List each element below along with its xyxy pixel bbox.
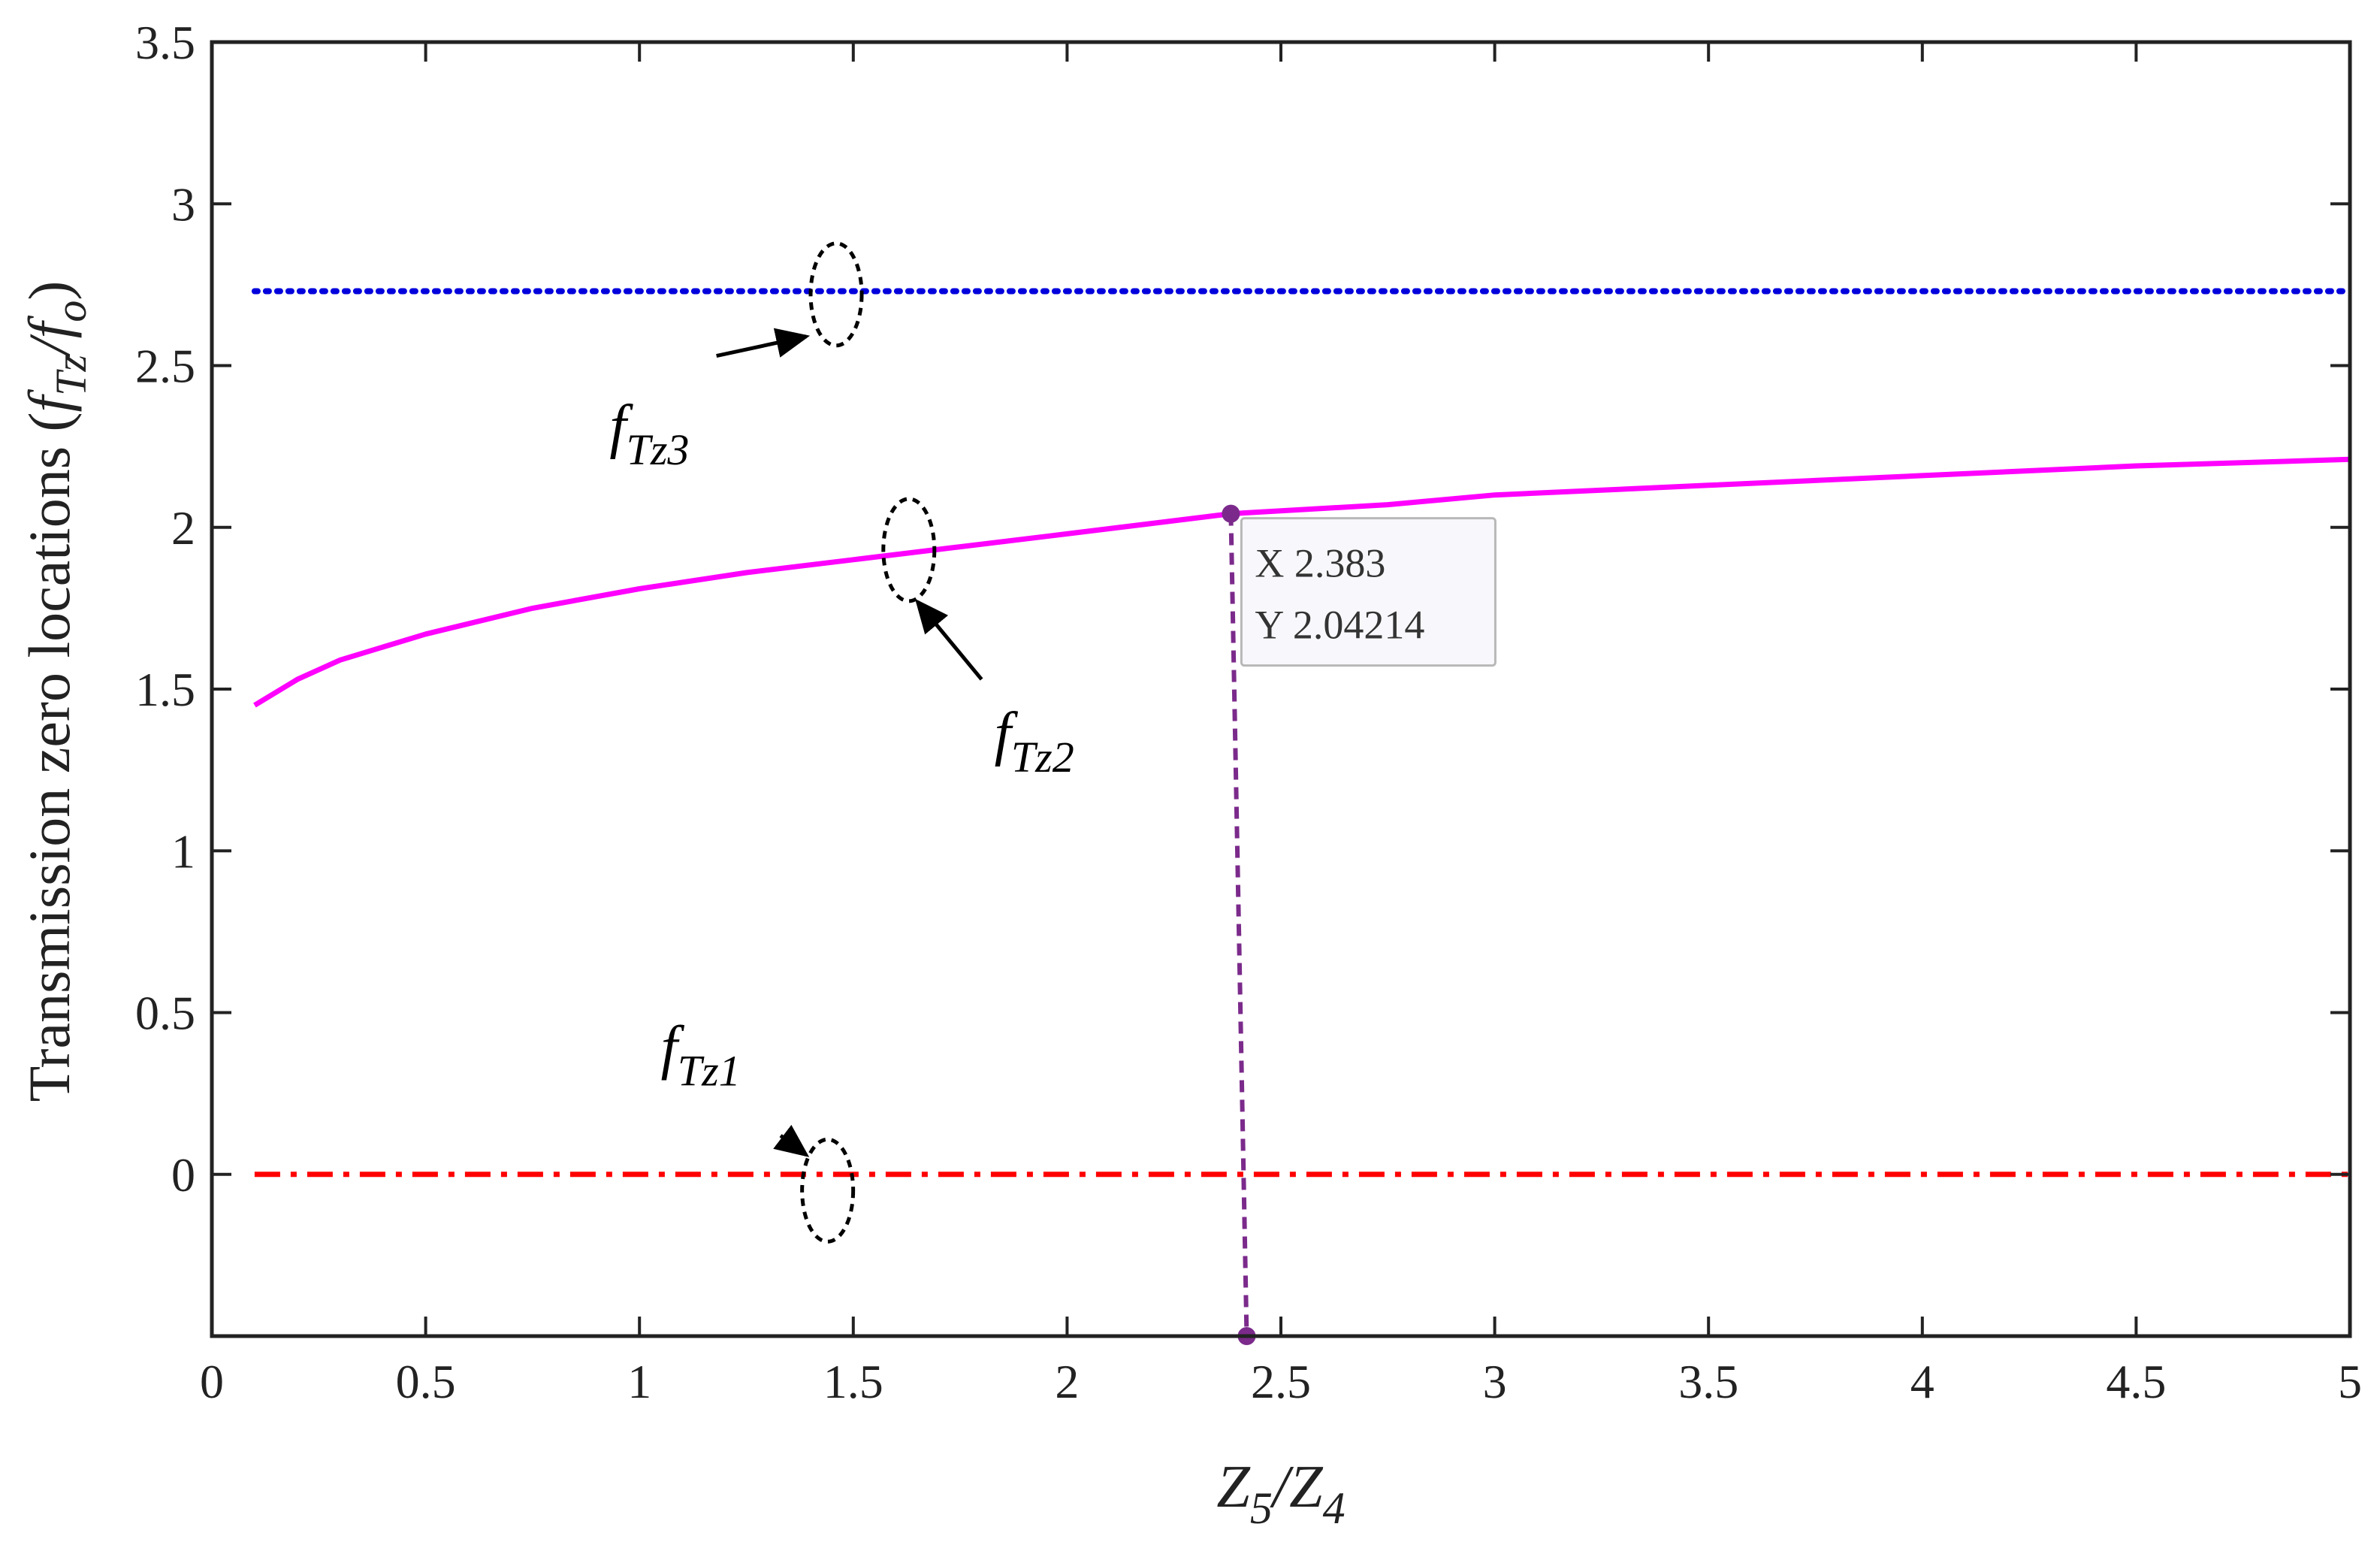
annotation-arrow: [914, 598, 983, 681]
annotation-ellipse: [800, 1137, 856, 1244]
y-axis-title-main: Transmission zero locations (: [17, 412, 82, 1102]
annotation-label-sub: Tz1: [678, 1047, 741, 1096]
x-tick-label: 0: [200, 1355, 224, 1408]
datatip-box[interactable]: [1240, 517, 1497, 667]
y-tick-label: 3.5: [135, 16, 195, 69]
x-tick-label: 2.5: [1251, 1355, 1311, 1408]
series-layer: [251, 288, 2353, 1178]
datatip-layer[interactable]: X 2.383 Y 2.04214: [1222, 504, 1497, 1345]
x-tick-label: 3.5: [1678, 1355, 1738, 1408]
x-tick-label: 5: [2338, 1355, 2362, 1408]
datatip-x: X 2.383: [1255, 541, 1385, 586]
y-tick-label: 2.5: [135, 340, 195, 393]
x-axis-title-sub2: 4: [1323, 1483, 1346, 1533]
datatip-dropline: [1228, 513, 1249, 1337]
annotation-ellipse: [808, 241, 864, 348]
y-tick-label: 0: [171, 1148, 195, 1202]
y-tick-label: 1: [171, 824, 195, 878]
y-axis-title-close: ): [17, 281, 82, 301]
datatip-y: Y 2.04214: [1255, 603, 1424, 648]
y-tick-label: 3: [171, 177, 195, 231]
y-axis-title-sub: Tz: [47, 355, 95, 396]
ftz2-line: [253, 456, 2351, 708]
x-axis-title-main: Z: [1216, 1454, 1251, 1520]
x-tick-label: 4.5: [2106, 1355, 2166, 1408]
x-tick-label: 3: [1483, 1355, 1507, 1408]
annotation-arrow: [716, 328, 811, 358]
tick-layer: 0 0.5 1 1.5 2 2.5 3 3.5 4 4.5 5 0 0.5 1 1.5 2 2.5 3 3.5: [135, 16, 2362, 1408]
datatip-point[interactable]: [1222, 504, 1240, 523]
y-tick-label: 0.5: [135, 987, 195, 1040]
y-tick-label: 1.5: [135, 663, 195, 716]
annotation-ellipse: [881, 497, 937, 603]
x-tick-label: 0.5: [396, 1355, 456, 1408]
x-axis-title: Z5/Z4: [1216, 1454, 1345, 1533]
annotation-label-sub: Tz2: [1011, 733, 1074, 782]
annotation-label-sub: Tz3: [627, 425, 690, 474]
x-tick-label: 2: [1055, 1355, 1079, 1408]
x-tick-label: 1: [627, 1355, 651, 1408]
x-tick-label: 1.5: [823, 1355, 883, 1408]
y-tick-label: 2: [171, 501, 195, 555]
annotation-arrow: [773, 1124, 810, 1157]
y-axis-title: Transmission zero locations (fTz/fo): [17, 281, 95, 1102]
x-tick-label: 4: [1910, 1355, 1935, 1408]
y-axis-title-sub2: o: [47, 301, 95, 322]
y-axis-title-sep: /f: [17, 315, 82, 358]
x-axis-title-sub1: 5: [1250, 1483, 1273, 1533]
x-axis-title-sep: /Z: [1270, 1454, 1324, 1520]
